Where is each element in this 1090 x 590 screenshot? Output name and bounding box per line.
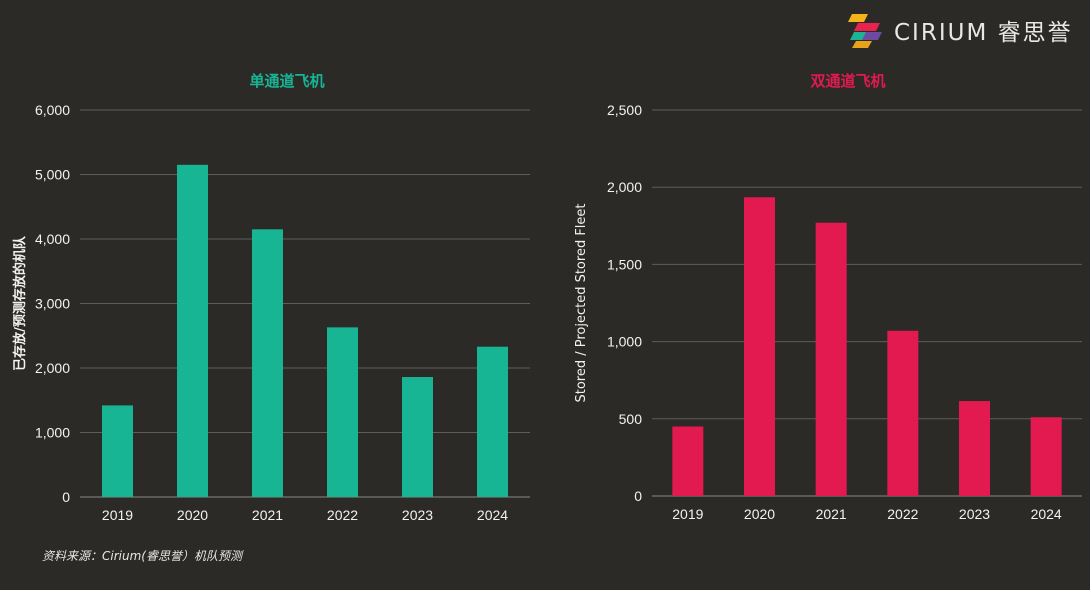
left-bar-2019 — [102, 405, 133, 497]
left-bar-2021 — [252, 229, 283, 497]
left-bar-2024 — [477, 346, 508, 497]
left-bar-2022 — [327, 327, 358, 497]
right-bar-2024 — [1030, 417, 1062, 496]
left-bar-2020 — [177, 164, 208, 497]
right-ytick-label: 2,000 — [607, 179, 642, 195]
right-ytick-label: 2,500 — [607, 102, 642, 118]
left-ytick-label: 4,000 — [35, 231, 70, 247]
logo-text: CIRIUM 睿思誉 — [894, 20, 1073, 46]
left-xtick-label: 2020 — [177, 507, 208, 523]
right-ytick-label: 0 — [634, 488, 642, 504]
left-xtick-label: 2019 — [102, 507, 133, 523]
left-xtick-label: 2022 — [327, 507, 358, 523]
right-bar-2019 — [672, 426, 704, 496]
charts-svg: 0 1,000 2,000 3,000 4,000 5,000 6,000 2019 2020 2… — [12, 72, 1082, 523]
left-chart-title: 单通道飞机 — [249, 72, 324, 90]
source-note: 资料来源：Cirium(睿思誉）机队预测 — [42, 549, 242, 563]
right-ytick-label: 500 — [619, 411, 643, 427]
left-xtick-label: 2024 — [477, 507, 508, 523]
right-xtick-label: 2023 — [959, 506, 990, 522]
right-bar-2020 — [744, 197, 775, 496]
left-ytick-label: 6,000 — [35, 102, 70, 118]
right-xtick-label: 2022 — [887, 506, 918, 522]
cirium-logo: CIRIUM 睿思誉 — [848, 8, 1080, 52]
left-xtick-label: 2021 — [252, 507, 283, 523]
right-ylabel: Stored / Projected Stored Fleet — [574, 203, 589, 402]
left-ylabel: 已存放/预测存放的机队 — [12, 235, 28, 371]
left-bar-2023 — [402, 377, 433, 497]
left-ytick-label: 1,000 — [35, 425, 70, 441]
right-bar-2021 — [815, 222, 847, 496]
right-xtick-label: 2021 — [816, 506, 847, 522]
right-xtick-label: 2019 — [672, 506, 703, 522]
right-ytick-label: 1,500 — [607, 256, 642, 272]
right-bar-2023 — [959, 401, 990, 496]
left-xtick-label: 2023 — [402, 507, 433, 523]
right-xtick-label: 2020 — [744, 506, 775, 522]
right-chart-title: 双通道飞机 — [810, 72, 885, 90]
right-xtick-label: 2024 — [1031, 506, 1062, 522]
left-ytick-label: 5,000 — [35, 167, 70, 183]
right-bar-2022 — [887, 330, 919, 496]
cirium-logo-icon — [848, 14, 882, 48]
right-ytick-label: 1,000 — [607, 334, 642, 350]
left-ytick-label: 2,000 — [35, 360, 70, 376]
left-ytick-label: 0 — [62, 489, 70, 505]
left-ytick-label: 3,000 — [35, 296, 70, 312]
